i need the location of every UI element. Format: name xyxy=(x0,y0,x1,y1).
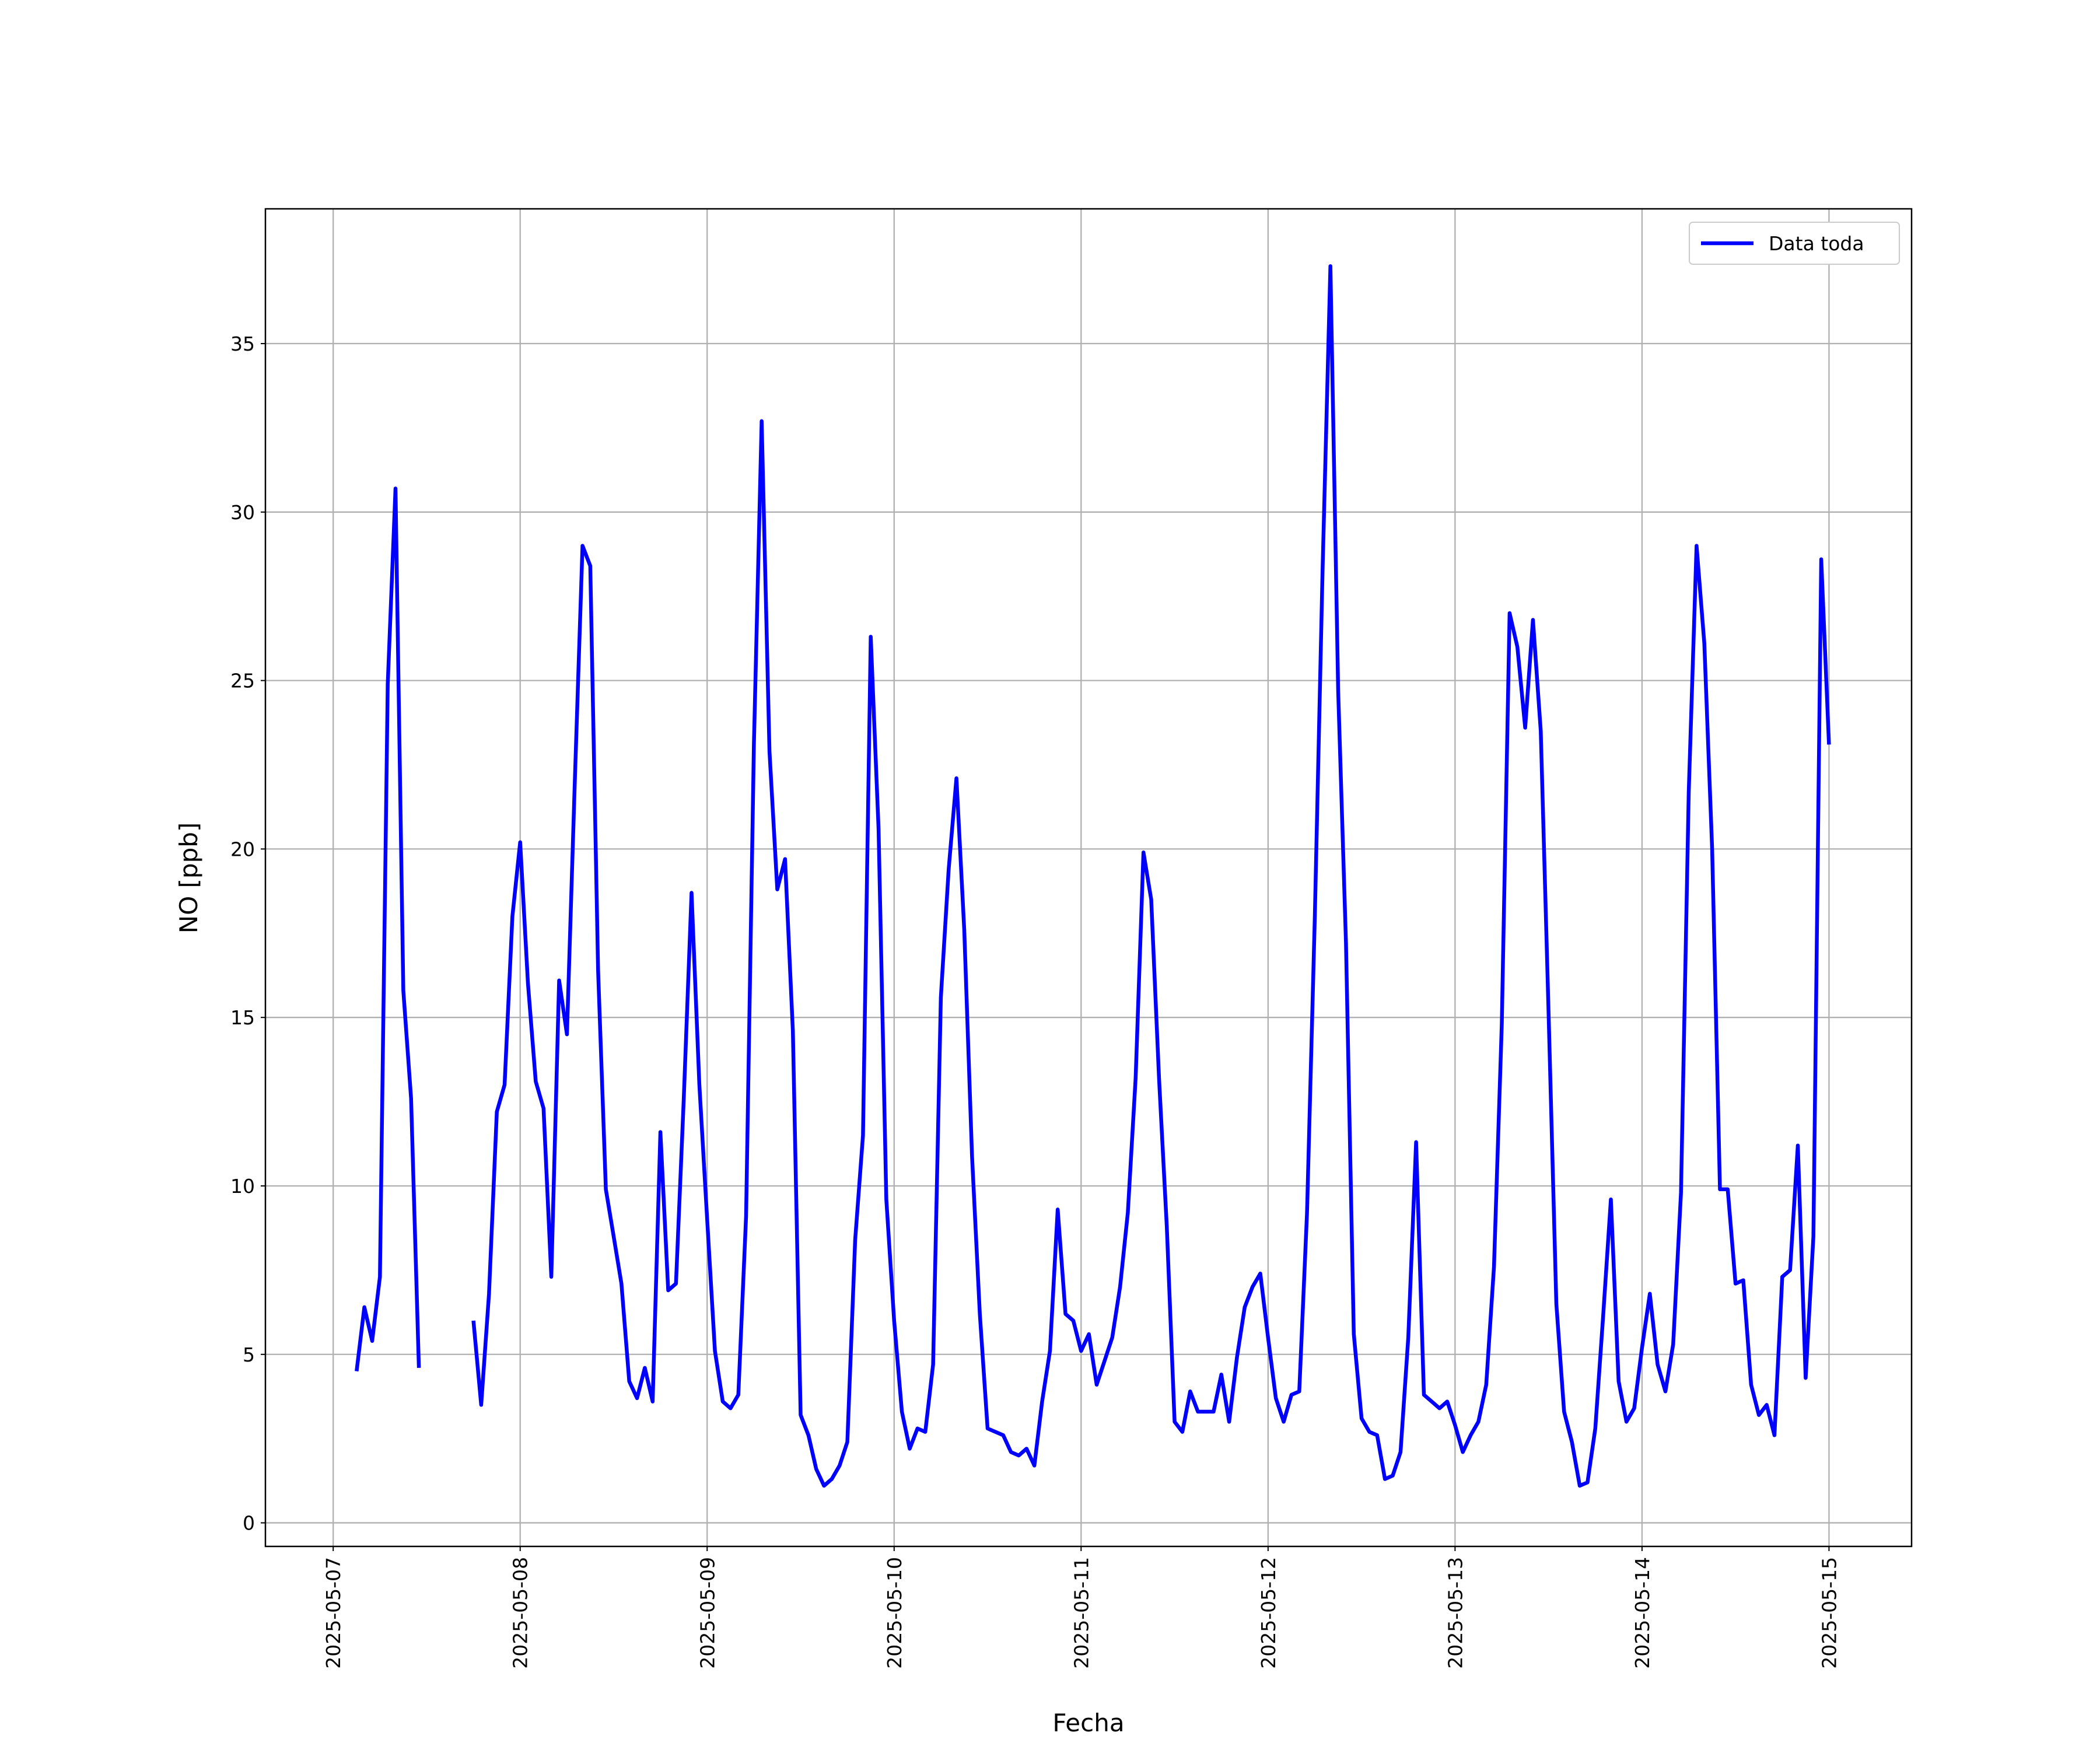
x-tick-label: 2025-05-09 xyxy=(696,1557,719,1669)
y-tick-label: 15 xyxy=(230,1006,255,1029)
y-tick-label: 20 xyxy=(230,838,255,860)
y-tick-label: 5 xyxy=(243,1343,255,1366)
x-tick-label: 2025-05-11 xyxy=(1070,1557,1093,1669)
x-tick-label: 2025-05-13 xyxy=(1444,1557,1466,1669)
y-tick-label: 25 xyxy=(230,670,255,692)
x-tick-label: 2025-05-08 xyxy=(509,1557,532,1669)
x-tick-label: 2025-05-15 xyxy=(1818,1557,1840,1669)
y-tick-label: 0 xyxy=(243,1512,255,1535)
x-tick-label: 2025-05-07 xyxy=(322,1557,345,1669)
plot-frame xyxy=(264,208,1913,1548)
legend-label: Data toda xyxy=(1769,232,1864,255)
x-axis-label: Fecha xyxy=(1052,1709,1124,1737)
y-tick-label: 10 xyxy=(230,1175,255,1198)
x-tick-label: 2025-05-14 xyxy=(1631,1557,1654,1669)
x-tick-label: 2025-05-12 xyxy=(1257,1557,1280,1669)
y-tick-label: 35 xyxy=(230,332,255,355)
y-axis-label: NO [ppb] xyxy=(174,822,203,934)
legend-box xyxy=(1689,222,1900,265)
y-tick-label: 30 xyxy=(230,501,255,524)
data-line xyxy=(355,264,1831,1488)
x-tick-label: 2025-05-10 xyxy=(883,1557,906,1669)
